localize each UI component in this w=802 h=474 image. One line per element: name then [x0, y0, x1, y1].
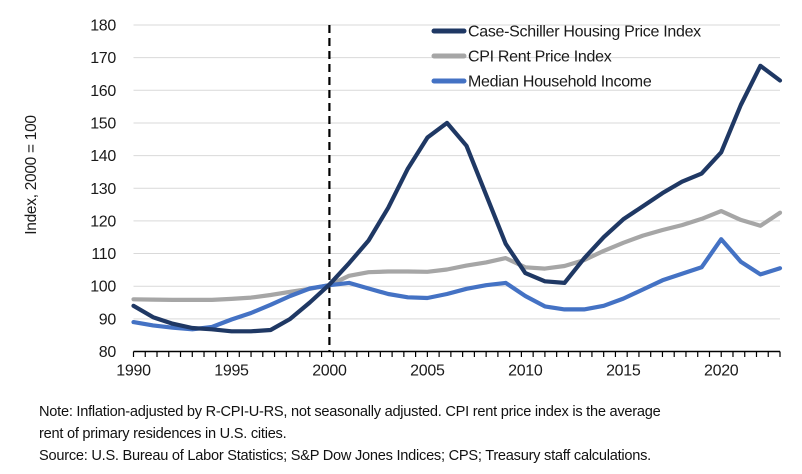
series-line-case-schiller [131, 63, 783, 334]
note-line-1: Note: Inflation-adjusted by R-CPI-U-RS, … [39, 404, 661, 420]
series-line-median-income [131, 237, 783, 332]
y-axis-tick-label: 100 [90, 279, 116, 296]
source-line: Source: U.S. Bureau of Labor Statistics;… [39, 448, 651, 464]
y-axis-tick-label: 180 [90, 18, 116, 35]
legend-label-case-schiller: Case-Schiller Housing Price Index [468, 24, 701, 41]
x-axis-tick-label: 1995 [214, 363, 249, 380]
x-axis-tick-label: 2000 [312, 363, 347, 380]
y-axis-tick-label: 90 [99, 311, 117, 328]
y-axis-title: Index, 2000 = 100 [23, 115, 40, 235]
x-axis-tick-label: 2015 [606, 363, 641, 380]
y-axis-tick-label: 120 [90, 213, 116, 230]
x-axis-tick-label: 1990 [116, 363, 151, 380]
x-axis-tick-label: 2005 [410, 363, 445, 380]
y-axis-tick-label: 130 [90, 181, 116, 198]
legend-label-cpi-rent: CPI Rent Price Index [468, 49, 612, 66]
note-line-2: rent of primary residences in U.S. citie… [39, 426, 287, 442]
y-axis-tick-label: 80 [99, 344, 117, 361]
series-line-cpi-rent [131, 209, 783, 302]
housing-price-chart: 180 170 160 150 140 130 120 110 100 90 80 1990 1995 2… [23, 18, 783, 380]
y-axis-tick-label: 110 [91, 246, 116, 263]
y-axis-tick-label: 170 [90, 50, 116, 67]
y-axis-tick-label: 140 [90, 148, 116, 165]
x-axis-tick-label: 2010 [508, 363, 543, 380]
x-axis-tick-label: 2020 [704, 363, 739, 380]
chart-note: Note: Inflation-adjusted by R-CPI-U-RS, … [39, 401, 787, 467]
y-axis-tick-label: 150 [90, 115, 116, 132]
legend-label-median-income: Median Household Income [468, 74, 652, 91]
y-axis-tick-label: 160 [90, 83, 116, 100]
